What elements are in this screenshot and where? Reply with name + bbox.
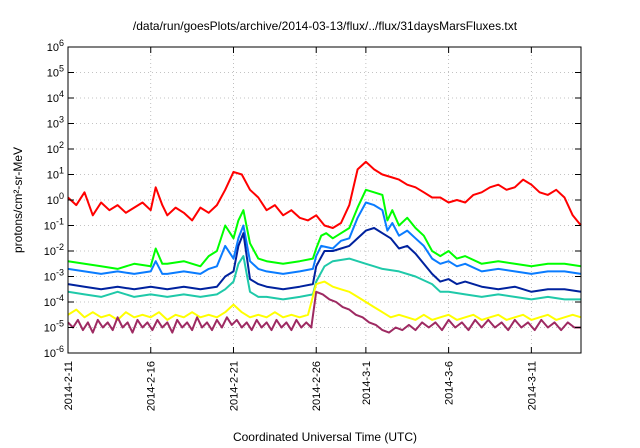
- series-line-6: [67, 280, 582, 321]
- series-line-7: [67, 290, 581, 334]
- y-axis: 10-6 10-5 10-4 10-3 10-2 10-1 100 101 102 103 104 1…: [44, 38, 581, 360]
- series-line-2: [67, 188, 582, 270]
- x-tick-label: 2014-2-21: [228, 361, 240, 411]
- y-tick-label: 10-1: [44, 217, 64, 233]
- y-tick-label: 10-5: [44, 319, 64, 335]
- y-tick-label: 106: [47, 38, 64, 54]
- y-tick-label: 102: [47, 140, 64, 156]
- x-tick-label: 2014-2-16: [146, 361, 158, 411]
- series-group: [67, 160, 582, 334]
- series-line-5: [67, 255, 581, 301]
- y-tick-label: 100: [47, 191, 64, 207]
- y-tick-label: 101: [47, 166, 64, 182]
- x-axis: 2014-2-11 2014-2-16 2014-2-21 2014-2-26 2014…: [63, 47, 538, 411]
- x-tick-label: 2014-2-11: [63, 361, 75, 410]
- grid-lines: [68, 47, 581, 353]
- x-tick-label: 2014-3-11: [526, 361, 538, 410]
- y-tick-label: 10-4: [44, 293, 64, 309]
- y-axis-label: protons/cm²-sr-MeV: [11, 147, 25, 253]
- x-tick-label: 2014-2-26: [311, 361, 323, 411]
- x-tick-label: 2014-3-1: [361, 361, 373, 405]
- x-tick-label: 2014-3-6: [444, 361, 456, 405]
- y-tick-label: 10-3: [44, 268, 64, 284]
- series-line-3: [67, 201, 582, 275]
- y-tick-label: 103: [47, 115, 64, 131]
- x-axis-label: Coordinated Universal Time (UTC): [233, 430, 417, 444]
- y-tick-label: 10-6: [44, 344, 64, 360]
- series-line-4: [67, 227, 582, 293]
- y-tick-label: 10-2: [44, 242, 64, 258]
- y-tick-label: 104: [47, 89, 64, 105]
- y-tick-label: 105: [47, 64, 64, 80]
- series-line-1: [67, 160, 582, 229]
- chart-title: /data/run/goesPlots/archive/2014-03-13/f…: [133, 19, 518, 33]
